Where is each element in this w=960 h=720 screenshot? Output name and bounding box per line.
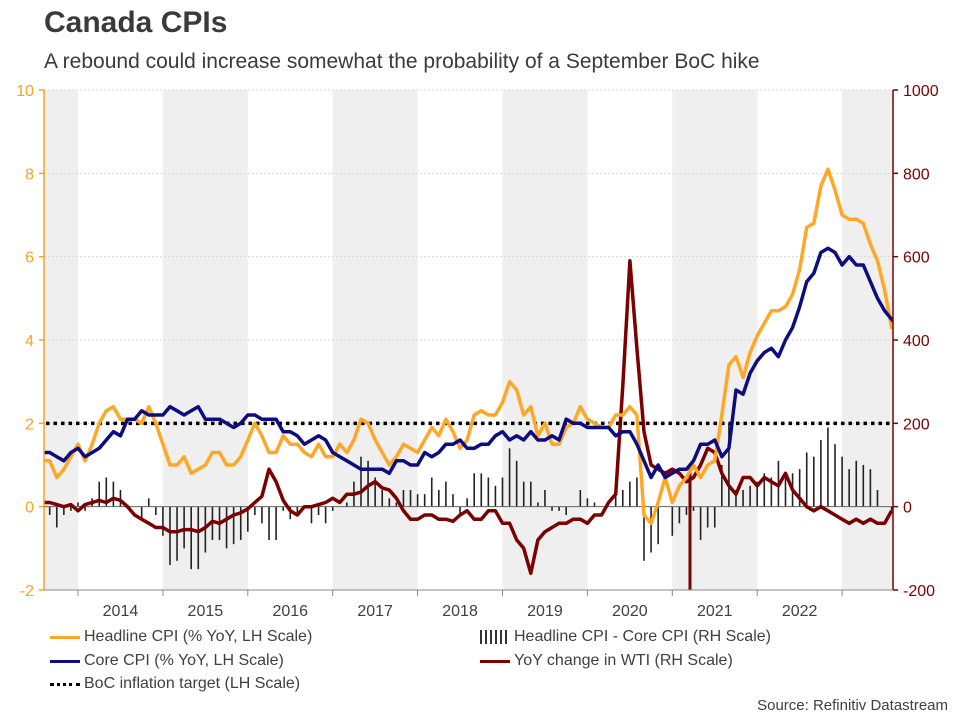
legend-swatch-headline [50, 635, 80, 639]
legend-swatch-wti [480, 659, 510, 663]
headline-cpi-line [44, 167, 893, 526]
x-tick-label: 2019 [527, 603, 563, 620]
x-tick-label: 2016 [272, 603, 308, 620]
left-tick-label: 10 [16, 83, 34, 100]
x-tick-label: 2018 [442, 603, 478, 620]
legend-item-diff: Headline CPI - Core CPI (RH Scale) [480, 627, 771, 647]
x-tick-label: 2021 [697, 603, 733, 620]
legend-label-target: BoC inflation target (LH Scale) [84, 675, 301, 692]
right-tick-label: 0 [903, 500, 912, 517]
legend-label-headline: Headline CPI (% YoY, LH Scale) [84, 628, 313, 645]
legend-swatch-diff [480, 630, 510, 644]
left-tick-label: -2 [20, 583, 34, 600]
x-tick-label: 2017 [357, 603, 393, 620]
right-tick-label: 200 [903, 416, 930, 433]
right-tick-label: 400 [903, 333, 930, 350]
left-tick-label: 6 [25, 250, 34, 267]
legend-item-core: Core CPI (% YoY, LH Scale) [50, 651, 284, 671]
left-tick-label: 4 [25, 333, 34, 350]
right-tick-label: 600 [903, 250, 930, 267]
right-tick-label: -200 [903, 583, 935, 600]
core-cpi-line [44, 246, 893, 480]
right-tick-label: 1000 [903, 83, 939, 100]
legend-label-core: Core CPI (% YoY, LH Scale) [84, 652, 284, 669]
x-tick-label: 2022 [782, 603, 818, 620]
legend-swatch-core [50, 659, 80, 663]
plot-series [44, 167, 893, 590]
wti-line [44, 259, 893, 576]
chart-title: Canada CPIs [44, 6, 228, 39]
legend-swatch-target [50, 682, 80, 686]
left-tick-label: 0 [25, 500, 34, 517]
left-tick-label: 8 [25, 166, 34, 183]
source-note: Source: Refinitiv Datastream [757, 697, 948, 714]
legend-item-target: BoC inflation target (LH Scale) [50, 674, 300, 694]
x-tick-label: 2014 [103, 603, 139, 620]
right-tick-label: 800 [903, 166, 930, 183]
left-tick-label: 2 [25, 416, 34, 433]
legend-item-wti: YoY change in WTI (RH Scale) [480, 651, 733, 671]
x-tick-label: 2020 [612, 603, 648, 620]
chart-subtitle: A rebound could increase somewhat the pr… [44, 50, 760, 73]
legend-label-wti: YoY change in WTI (RH Scale) [514, 652, 733, 669]
legend-label-diff: Headline CPI - Core CPI (RH Scale) [514, 628, 771, 645]
x-tick-label: 2015 [188, 603, 224, 620]
legend-item-headline: Headline CPI (% YoY, LH Scale) [50, 627, 312, 647]
